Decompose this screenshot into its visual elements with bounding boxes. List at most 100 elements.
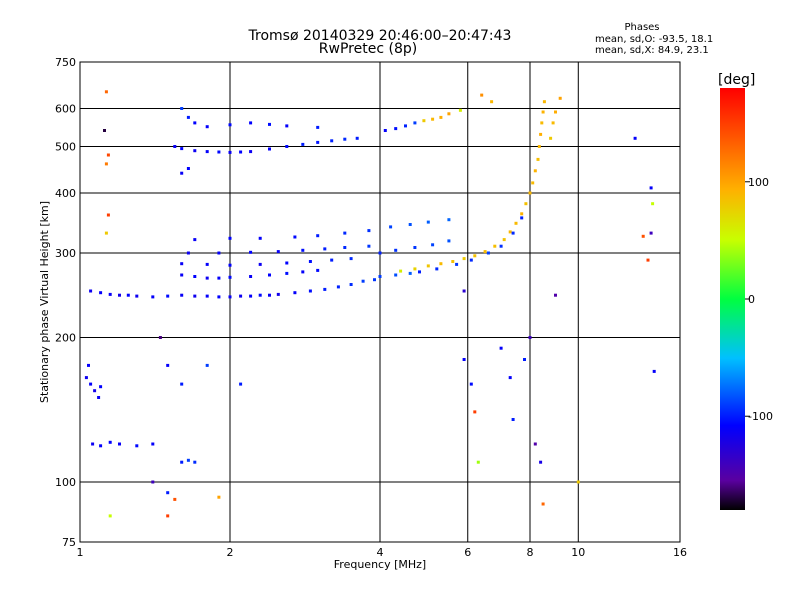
data-point bbox=[249, 121, 253, 125]
data-point bbox=[536, 157, 540, 161]
data-point bbox=[418, 270, 421, 274]
data-point bbox=[228, 236, 232, 240]
data-point bbox=[551, 121, 555, 125]
colorbar bbox=[720, 88, 745, 510]
data-point bbox=[268, 293, 271, 297]
y-tick-label: 600 bbox=[55, 103, 76, 116]
chart-title: Tromsø 20140329 20:46:00–20:47:43 bbox=[248, 28, 512, 44]
colorbar-tick-label: 0 bbox=[748, 293, 755, 306]
data-point bbox=[408, 271, 412, 275]
data-point bbox=[186, 458, 190, 462]
data-point bbox=[293, 291, 297, 295]
data-point bbox=[180, 293, 184, 297]
data-point bbox=[447, 239, 451, 243]
data-point bbox=[533, 442, 537, 446]
data-point bbox=[554, 110, 557, 114]
data-point bbox=[499, 244, 503, 248]
data-point bbox=[528, 191, 532, 195]
data-point bbox=[135, 444, 139, 448]
data-point bbox=[239, 294, 243, 298]
data-point bbox=[249, 294, 253, 298]
data-point bbox=[537, 145, 541, 148]
data-point bbox=[91, 442, 95, 446]
data-point bbox=[217, 495, 221, 499]
data-point bbox=[426, 220, 430, 224]
data-point bbox=[435, 267, 439, 271]
data-point bbox=[205, 363, 209, 367]
data-point bbox=[473, 254, 477, 258]
data-point bbox=[193, 294, 197, 298]
data-point bbox=[118, 293, 121, 297]
data-point bbox=[258, 262, 262, 266]
data-point bbox=[285, 261, 289, 265]
data-point bbox=[476, 460, 480, 464]
data-point bbox=[258, 293, 262, 297]
data-point bbox=[462, 289, 466, 293]
data-point bbox=[493, 244, 497, 248]
data-point bbox=[349, 283, 353, 286]
data-point bbox=[323, 287, 327, 291]
data-point bbox=[361, 279, 365, 283]
data-point bbox=[173, 497, 177, 501]
data-point bbox=[99, 291, 103, 295]
x-tick-label: 6 bbox=[464, 546, 471, 559]
data-point bbox=[439, 115, 443, 119]
data-point bbox=[106, 213, 110, 217]
data-point bbox=[343, 231, 347, 235]
x-tick-label: 4 bbox=[377, 546, 384, 559]
x-tick-label: 10 bbox=[571, 546, 585, 559]
data-point bbox=[180, 273, 184, 277]
stats-heading: Phases bbox=[624, 22, 659, 33]
data-point bbox=[523, 358, 526, 361]
data-point bbox=[308, 289, 312, 293]
data-point bbox=[151, 442, 155, 446]
data-point bbox=[378, 251, 382, 255]
data-point bbox=[193, 238, 197, 242]
colorbar-label: [deg] bbox=[718, 72, 755, 88]
data-point bbox=[103, 129, 106, 132]
data-point bbox=[455, 262, 459, 266]
colorbar-ticks: 100 0 -100 bbox=[745, 176, 773, 423]
data-point bbox=[205, 276, 209, 280]
data-point bbox=[413, 121, 417, 125]
data-point bbox=[285, 145, 289, 148]
y-tick-label: 400 bbox=[55, 187, 76, 200]
data-point bbox=[336, 285, 340, 289]
data-point bbox=[367, 229, 371, 233]
data-point bbox=[173, 145, 177, 148]
data-point bbox=[394, 127, 398, 131]
data-point bbox=[469, 258, 473, 262]
data-point bbox=[87, 363, 90, 367]
data-point bbox=[649, 231, 653, 235]
data-point bbox=[413, 267, 417, 271]
data-point bbox=[228, 295, 232, 299]
data-point bbox=[514, 221, 518, 225]
data-point bbox=[462, 358, 466, 361]
x-axis-label: Frequency [MHz] bbox=[334, 558, 426, 571]
data-point bbox=[554, 293, 557, 297]
data-point bbox=[285, 271, 289, 275]
data-point bbox=[541, 110, 545, 114]
data-point bbox=[378, 275, 382, 278]
data-point bbox=[469, 382, 473, 386]
data-point bbox=[520, 212, 524, 216]
data-point bbox=[499, 346, 503, 350]
data-point bbox=[447, 112, 451, 116]
data-point bbox=[389, 225, 393, 229]
data-point bbox=[426, 264, 430, 268]
data-point bbox=[483, 250, 487, 254]
data-point bbox=[383, 129, 387, 132]
x-tick-label: 8 bbox=[527, 546, 534, 559]
data-point bbox=[431, 243, 435, 247]
data-point bbox=[373, 278, 376, 282]
data-point bbox=[180, 262, 184, 266]
data-point bbox=[104, 162, 108, 166]
data-point bbox=[531, 181, 535, 185]
data-point bbox=[528, 336, 532, 339]
data-point bbox=[205, 262, 209, 266]
data-point bbox=[180, 147, 184, 151]
data-point bbox=[118, 442, 121, 446]
data-point bbox=[520, 216, 524, 220]
data-point bbox=[343, 246, 347, 249]
data-point bbox=[97, 396, 101, 399]
